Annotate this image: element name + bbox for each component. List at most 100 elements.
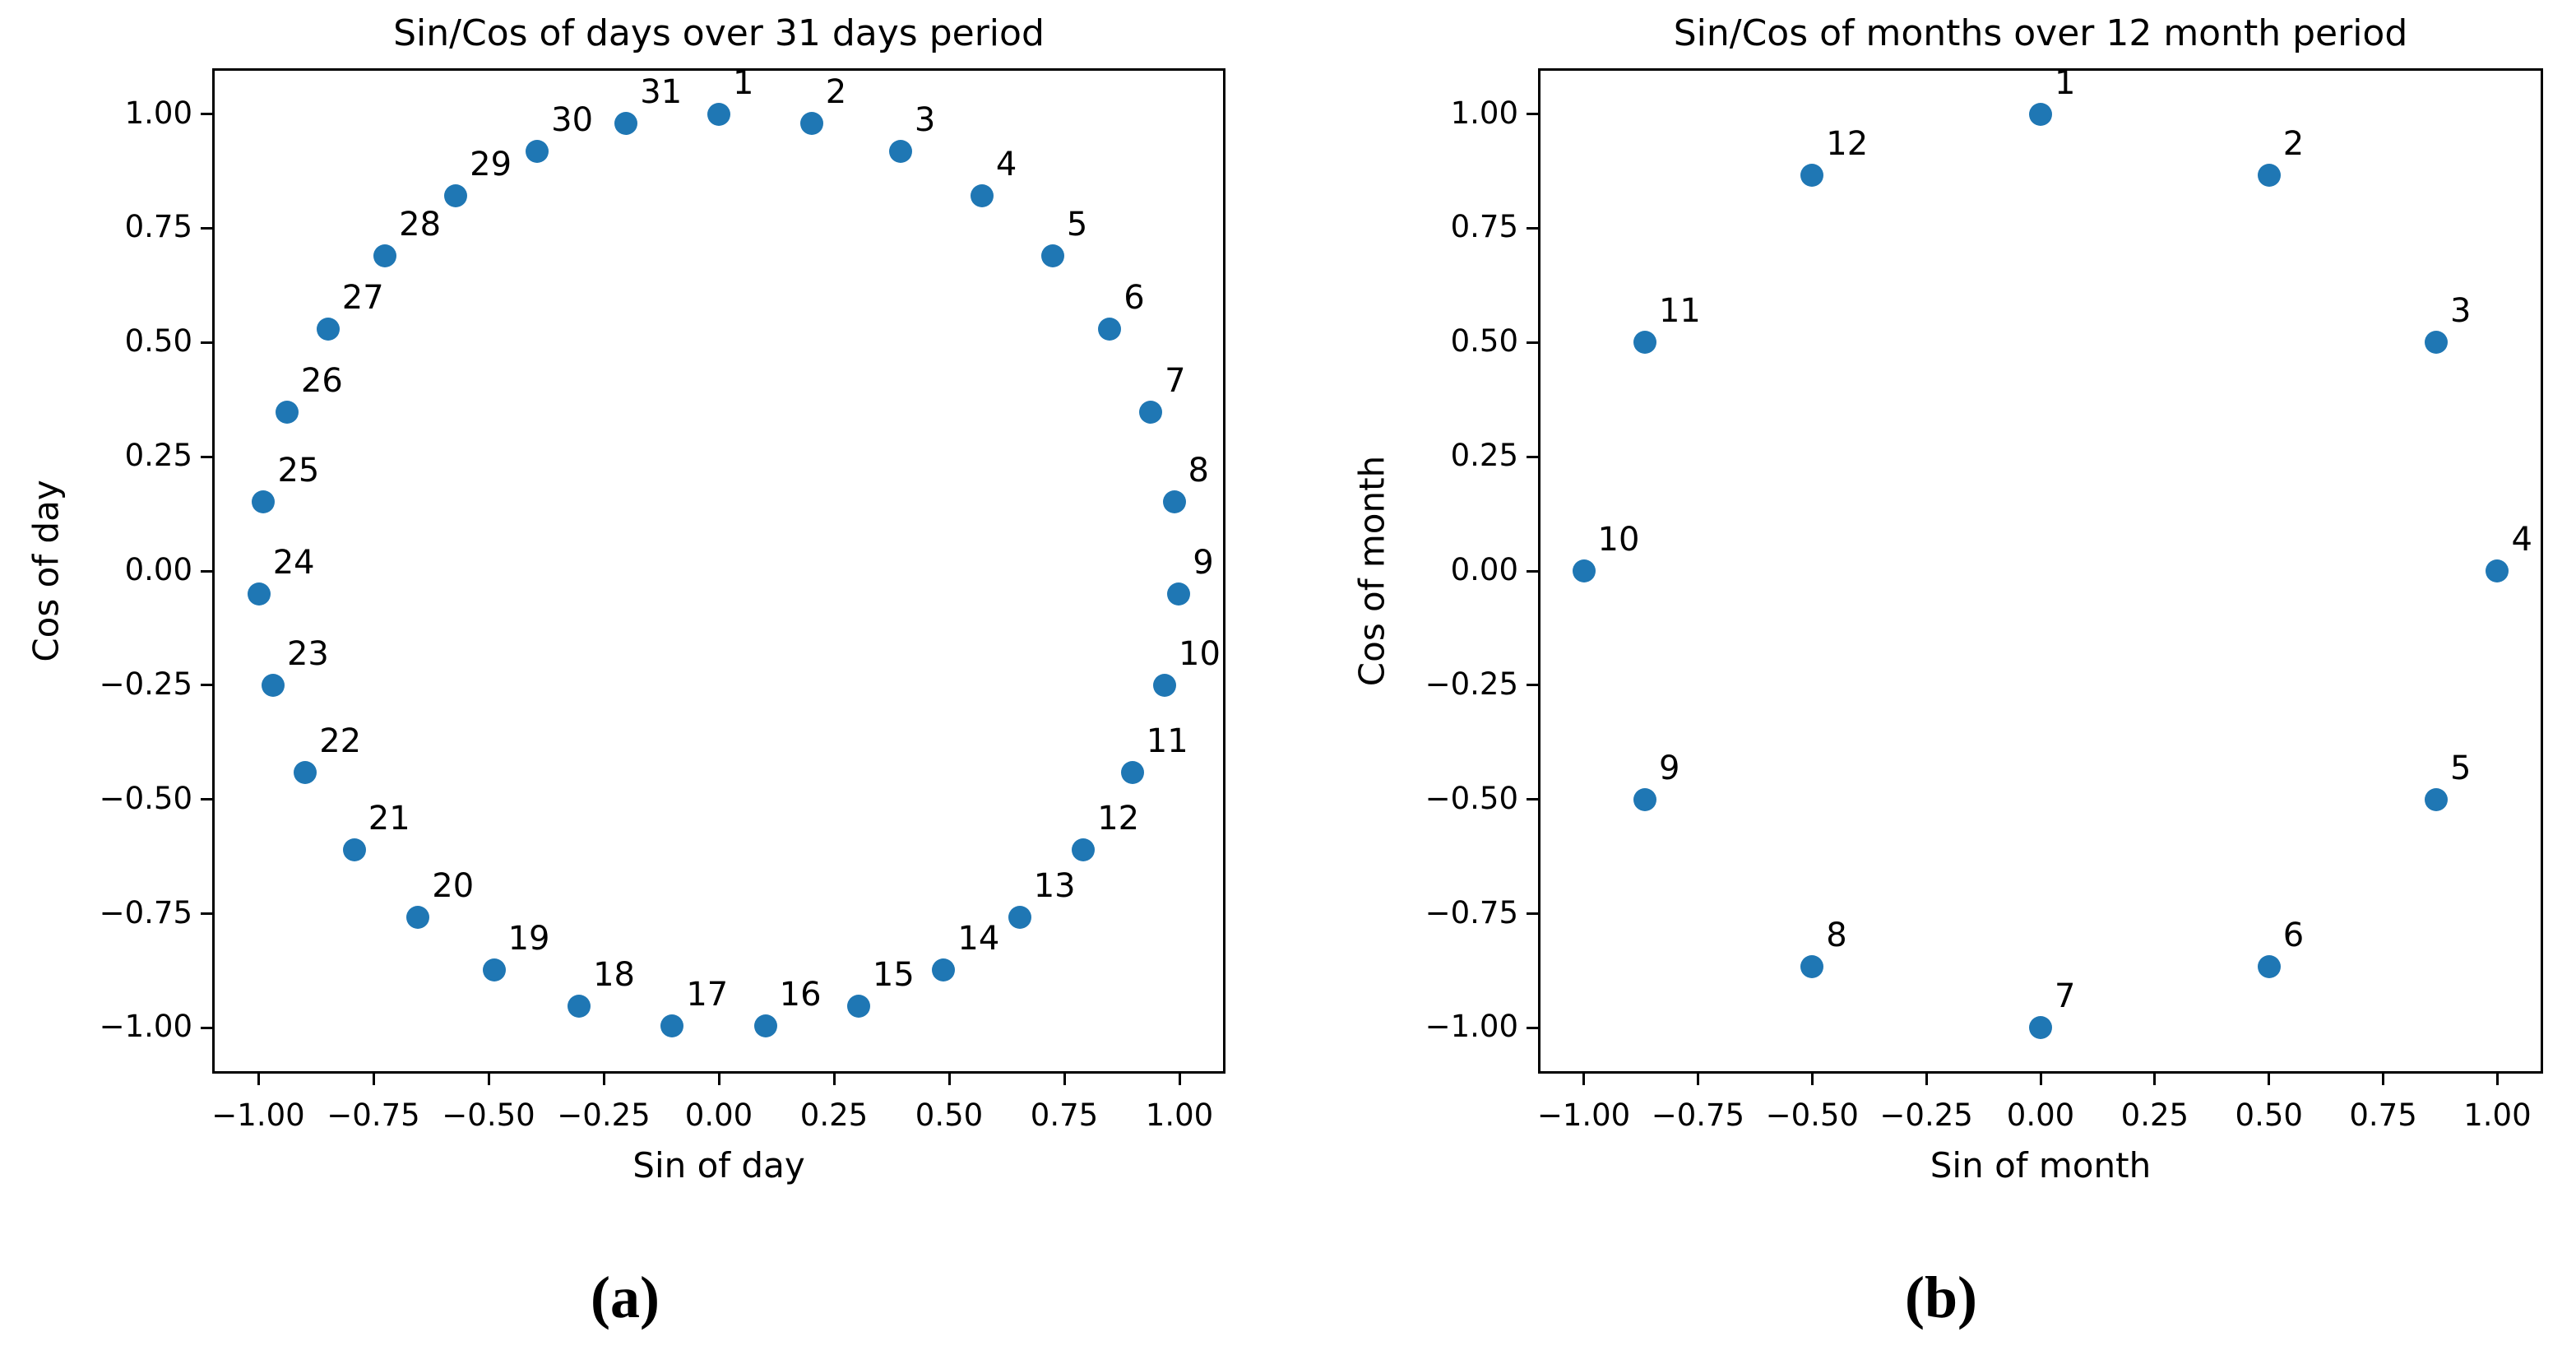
y-tick-mark — [201, 455, 212, 458]
point-label-2: 2 — [825, 72, 847, 111]
x-tick-mark — [2382, 1074, 2385, 1085]
scatter-point-12 — [1800, 163, 1824, 187]
scatter-point-3 — [2425, 331, 2449, 355]
scatter-point-17 — [660, 1014, 684, 1037]
panel-a-title: Sin/Cos of days over 31 days period — [393, 12, 1045, 54]
scatter-point-9 — [1167, 582, 1191, 606]
panel-b-x-axis-label: Sin of month — [1930, 1145, 2152, 1186]
point-label-16: 16 — [779, 975, 822, 1014]
point-label-4: 4 — [2511, 521, 2532, 559]
x-tick-label: −1.00 — [211, 1097, 305, 1133]
scatter-point-7 — [1139, 401, 1163, 425]
x-tick-label: 0.00 — [684, 1097, 753, 1133]
scatter-point-29 — [444, 184, 468, 208]
y-tick-mark — [1527, 341, 1538, 344]
y-tick-mark — [1527, 798, 1538, 801]
x-tick-mark — [257, 1074, 260, 1085]
scatter-point-26 — [275, 401, 299, 425]
point-label-18: 18 — [593, 956, 635, 995]
point-label-1: 1 — [2055, 63, 2076, 102]
scatter-point-7 — [2029, 1016, 2052, 1040]
y-tick-label: −0.75 — [99, 894, 192, 930]
panel-b-caption: (b) — [1905, 1265, 1977, 1330]
scatter-point-27 — [316, 318, 340, 341]
scatter-point-9 — [1633, 787, 1656, 811]
scatter-point-15 — [846, 995, 870, 1019]
y-tick-label: 0.50 — [1450, 323, 1518, 360]
point-label-2: 2 — [2282, 124, 2305, 163]
point-label-12: 12 — [1097, 800, 1140, 838]
panel-a-caption: (a) — [591, 1265, 660, 1330]
x-tick-label: 1.00 — [2463, 1097, 2532, 1133]
point-label-25: 25 — [277, 451, 320, 490]
scatter-point-6 — [2257, 955, 2281, 979]
y-tick-mark — [1527, 912, 1538, 916]
point-label-12: 12 — [1826, 124, 1869, 163]
y-tick-label: 0.75 — [124, 209, 192, 245]
scatter-point-11 — [1120, 760, 1144, 784]
x-tick-mark — [602, 1074, 605, 1085]
x-tick-label: −0.75 — [1651, 1097, 1745, 1133]
scatter-point-31 — [614, 111, 638, 135]
scatter-point-1 — [2029, 102, 2052, 126]
point-label-4: 4 — [995, 146, 1017, 184]
x-tick-label: 0.75 — [1030, 1097, 1099, 1133]
scatter-point-24 — [247, 582, 271, 606]
y-tick-label: −1.00 — [99, 1009, 192, 1045]
y-tick-label: 0.00 — [124, 551, 192, 587]
x-tick-mark — [1696, 1074, 1699, 1085]
point-label-3: 3 — [2450, 292, 2472, 331]
scatter-point-3 — [888, 139, 912, 163]
scatter-point-20 — [406, 905, 430, 929]
point-label-7: 7 — [1165, 362, 1186, 401]
point-label-14: 14 — [957, 919, 1000, 958]
point-label-8: 8 — [1826, 916, 1847, 955]
point-label-24: 24 — [272, 544, 315, 582]
scatter-point-22 — [294, 760, 317, 784]
point-label-29: 29 — [470, 146, 512, 184]
point-label-9: 9 — [1193, 544, 1214, 582]
y-tick-label: −0.25 — [1425, 666, 1518, 702]
x-tick-mark — [1582, 1074, 1586, 1085]
point-label-26: 26 — [300, 362, 343, 401]
point-label-5: 5 — [2450, 749, 2472, 787]
x-tick-label: −0.25 — [1879, 1097, 1973, 1133]
y-tick-label: 1.00 — [124, 95, 192, 131]
x-tick-label: 1.00 — [1145, 1097, 1214, 1133]
panel-a-plot-area — [212, 68, 1225, 1074]
scatter-point-4 — [2486, 559, 2509, 582]
y-tick-label: −0.50 — [99, 780, 192, 816]
y-tick-mark — [201, 684, 212, 687]
x-tick-label: 0.25 — [2120, 1097, 2189, 1133]
y-tick-mark — [1527, 226, 1538, 230]
point-label-8: 8 — [1188, 451, 1209, 490]
point-label-28: 28 — [399, 206, 442, 244]
scatter-point-28 — [373, 244, 397, 268]
panel-b-plot-area — [1538, 68, 2543, 1074]
y-tick-label: 1.00 — [1450, 95, 1518, 131]
x-tick-label: 0.00 — [2006, 1097, 2075, 1133]
scatter-point-10 — [1153, 674, 1177, 698]
y-tick-label: 0.50 — [124, 323, 192, 360]
x-tick-label: 0.25 — [799, 1097, 869, 1133]
scatter-point-6 — [1098, 318, 1122, 341]
scatter-point-18 — [568, 995, 591, 1019]
point-label-30: 30 — [551, 100, 594, 139]
x-tick-label: −1.00 — [1536, 1097, 1631, 1133]
scatter-point-16 — [753, 1014, 777, 1037]
point-label-22: 22 — [319, 722, 362, 760]
x-tick-mark — [1925, 1074, 1928, 1085]
x-tick-mark — [2495, 1074, 2499, 1085]
panel-a-x-axis-label: Sin of day — [632, 1145, 805, 1186]
x-tick-label: 0.75 — [2349, 1097, 2417, 1133]
y-tick-mark — [1527, 113, 1538, 116]
x-tick-mark — [717, 1074, 720, 1085]
y-tick-mark — [201, 341, 212, 344]
y-tick-mark — [201, 226, 212, 230]
x-tick-label: 0.50 — [2235, 1097, 2303, 1133]
y-tick-mark — [201, 912, 212, 916]
point-label-3: 3 — [914, 100, 936, 139]
point-label-17: 17 — [686, 975, 729, 1014]
scatter-point-8 — [1162, 490, 1186, 513]
y-tick-mark — [1527, 1026, 1538, 1029]
